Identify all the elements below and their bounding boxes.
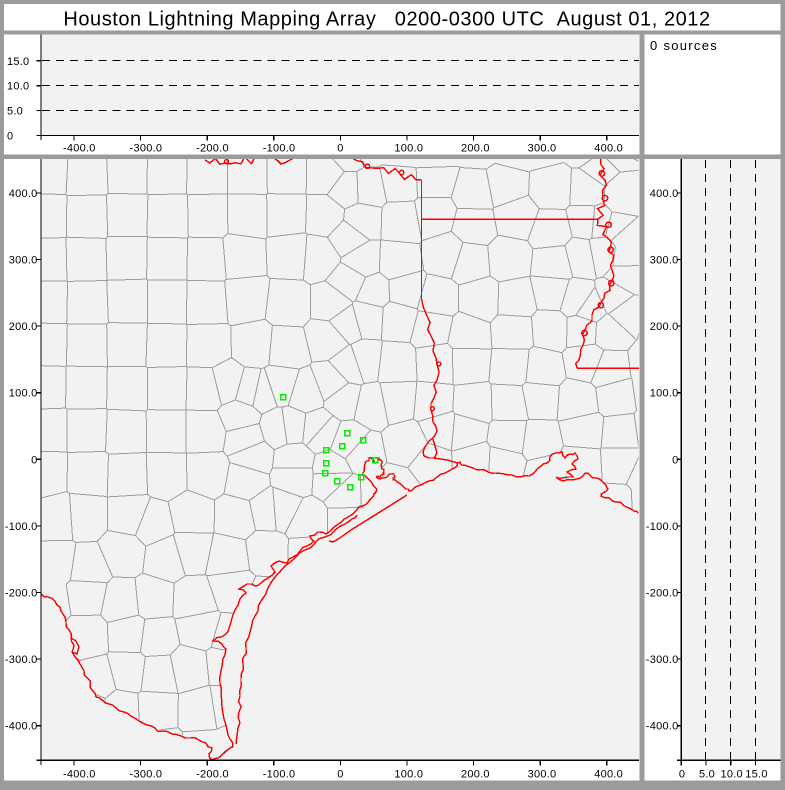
- svg-text:Houston Lightning Mapping Arra: Houston Lightning Mapping Array 0200-030…: [63, 9, 710, 31]
- svg-text:0: 0: [337, 769, 343, 781]
- svg-text:200.0: 200.0: [9, 321, 38, 333]
- svg-text:10.0: 10.0: [720, 769, 742, 781]
- svg-text:-300.0: -300.0: [5, 654, 38, 666]
- svg-text:-100.0: -100.0: [5, 521, 38, 533]
- svg-text:10.0: 10.0: [7, 81, 29, 93]
- svg-text:-200.0: -200.0: [196, 769, 229, 781]
- svg-text:5.0: 5.0: [7, 106, 23, 118]
- svg-text:-200.0: -200.0: [5, 588, 38, 600]
- svg-text:0 sources: 0 sources: [650, 38, 718, 53]
- svg-text:100.0: 100.0: [9, 388, 38, 400]
- svg-text:15.0: 15.0: [7, 56, 29, 68]
- svg-text:400.0: 400.0: [650, 188, 679, 200]
- svg-text:0: 0: [31, 454, 37, 466]
- svg-text:100.0: 100.0: [394, 769, 423, 781]
- svg-text:-300.0: -300.0: [130, 143, 163, 155]
- svg-text:0: 0: [679, 769, 685, 781]
- svg-text:5.0: 5.0: [699, 769, 715, 781]
- svg-text:15.0: 15.0: [745, 769, 767, 781]
- svg-text:-400.0: -400.0: [63, 143, 96, 155]
- svg-text:200.0: 200.0: [650, 321, 679, 333]
- svg-text:300.0: 300.0: [650, 255, 679, 267]
- svg-text:-200.0: -200.0: [646, 588, 679, 600]
- svg-text:200.0: 200.0: [461, 143, 490, 155]
- svg-text:0: 0: [7, 131, 13, 143]
- svg-text:-100.0: -100.0: [263, 769, 296, 781]
- svg-text:300.0: 300.0: [9, 255, 38, 267]
- svg-text:100.0: 100.0: [650, 388, 679, 400]
- svg-text:-100.0: -100.0: [263, 143, 296, 155]
- svg-text:-100.0: -100.0: [646, 521, 679, 533]
- svg-text:300.0: 300.0: [528, 143, 557, 155]
- svg-text:200.0: 200.0: [461, 769, 490, 781]
- svg-text:-300.0: -300.0: [646, 654, 679, 666]
- svg-text:-400.0: -400.0: [646, 721, 679, 733]
- svg-text:-200.0: -200.0: [196, 143, 229, 155]
- svg-text:0: 0: [337, 143, 343, 155]
- svg-text:100.0: 100.0: [394, 143, 423, 155]
- svg-text:400.0: 400.0: [594, 143, 623, 155]
- svg-text:0: 0: [672, 454, 678, 466]
- svg-text:-300.0: -300.0: [130, 769, 163, 781]
- svg-text:400.0: 400.0: [9, 188, 38, 200]
- svg-text:400.0: 400.0: [594, 769, 623, 781]
- svg-text:300.0: 300.0: [528, 769, 557, 781]
- svg-text:-400.0: -400.0: [5, 721, 38, 733]
- svg-text:-400.0: -400.0: [63, 769, 96, 781]
